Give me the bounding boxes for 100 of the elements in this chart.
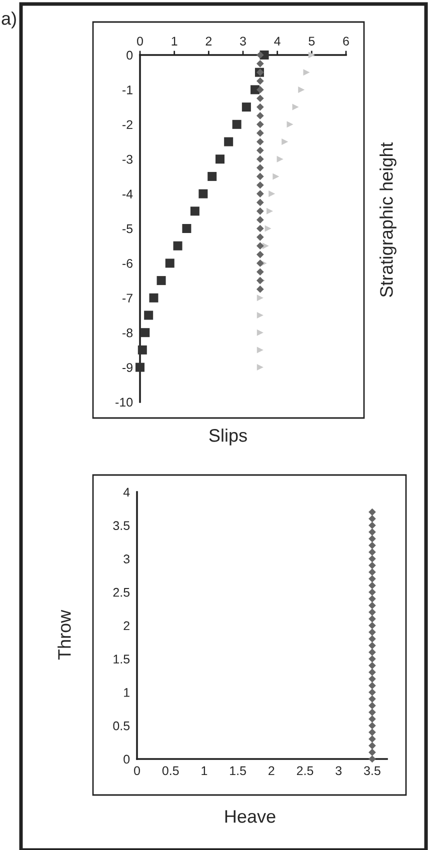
x-axis-title: Slips [209, 428, 247, 446]
point [368, 562, 376, 570]
point [368, 675, 376, 683]
y-axis-title: Stratigraphic height [380, 142, 396, 297]
point [149, 293, 158, 302]
point [256, 120, 264, 128]
point [368, 628, 376, 636]
y-tick-label: 0.5 [113, 721, 130, 730]
point [256, 207, 264, 215]
x-tick-label: 2 [268, 766, 274, 776]
point [256, 312, 264, 319]
point [256, 268, 264, 276]
point [256, 94, 264, 102]
y-tick-label: -9 [122, 363, 132, 372]
point [182, 224, 192, 233]
x-tick-label: 1 [202, 766, 208, 776]
point [268, 190, 276, 198]
point [303, 69, 310, 76]
point [208, 172, 217, 181]
point [256, 346, 264, 354]
point [256, 250, 264, 258]
point [368, 542, 376, 550]
y-tick-label: -10 [116, 398, 133, 407]
point [368, 722, 376, 730]
point [282, 138, 288, 146]
point [232, 120, 242, 129]
point [190, 206, 200, 216]
y-tick-label: -2 [122, 120, 132, 129]
point [368, 742, 376, 750]
point [266, 208, 274, 214]
point [368, 755, 376, 763]
y-tick-label: 0 [124, 754, 130, 764]
x-tick-label: 2.5 [296, 766, 314, 776]
y-tick-label: 1 [124, 688, 130, 697]
y-tick-label: 3 [124, 554, 130, 564]
point [256, 216, 264, 224]
point [256, 86, 264, 94]
point [368, 522, 376, 530]
point [368, 608, 376, 616]
point [368, 622, 376, 630]
y-tick-label: -1 [122, 86, 132, 94]
point [264, 225, 272, 232]
point [368, 582, 376, 590]
point [256, 103, 264, 111]
point [242, 102, 251, 112]
x-tick-label: 2 [206, 36, 212, 46]
point [256, 155, 264, 163]
x-tick-label: 3 [336, 766, 342, 776]
x-tick-label: 0 [134, 766, 140, 776]
point [368, 662, 376, 670]
point [368, 615, 376, 622]
point [256, 242, 264, 250]
point [368, 655, 376, 663]
point [256, 276, 264, 284]
point [368, 688, 376, 696]
point [368, 715, 376, 723]
x-tick-label: 0.5 [162, 766, 179, 776]
y-tick-label: -4 [122, 190, 133, 198]
point [256, 138, 264, 146]
point [368, 728, 376, 736]
point [256, 260, 264, 267]
point [368, 648, 376, 656]
point [256, 51, 264, 59]
point [308, 52, 315, 58]
point [138, 345, 147, 354]
point [368, 555, 376, 562]
point [368, 668, 376, 676]
point [368, 588, 376, 596]
y-tick-label: 0 [126, 50, 133, 60]
point [256, 112, 264, 120]
x-tick-label: 3.5 [364, 766, 380, 776]
point [144, 310, 154, 320]
point [256, 77, 264, 85]
point [256, 286, 264, 293]
point [298, 86, 305, 93]
x-axis-title: Heave [225, 810, 276, 823]
point [224, 137, 234, 146]
point [368, 602, 376, 610]
point [368, 642, 376, 650]
point [368, 595, 376, 602]
point [215, 154, 224, 164]
point [256, 364, 264, 371]
y-tick-label: 3.5 [113, 521, 130, 530]
point [368, 708, 376, 716]
x-tick-label: 3 [240, 36, 246, 46]
point [256, 146, 264, 154]
point [368, 735, 376, 743]
y-tick-label: 1.5 [114, 654, 130, 664]
point [368, 575, 376, 582]
point [256, 224, 264, 232]
point [368, 548, 376, 556]
point [256, 60, 264, 68]
point [368, 695, 376, 703]
point [368, 568, 376, 576]
point [256, 294, 264, 302]
x-tick-label: 5 [308, 36, 315, 46]
y-tick-label: -3 [122, 154, 133, 164]
point [256, 172, 264, 180]
text: a) [2, 12, 16, 28]
point [256, 129, 264, 137]
